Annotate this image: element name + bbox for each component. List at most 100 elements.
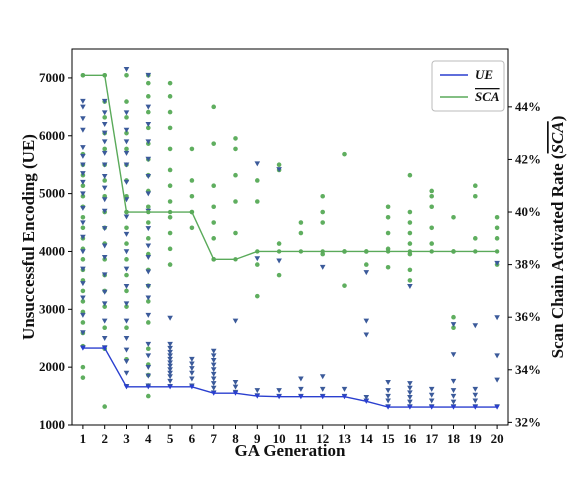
ue-point (145, 269, 152, 275)
y-left-tick-label: 6000 (39, 128, 65, 143)
ue-point (123, 67, 130, 73)
sca-point (211, 220, 216, 225)
ue-point (101, 98, 108, 104)
sca-point (80, 225, 86, 231)
ue-point (189, 376, 195, 382)
y-left-tick-label: 5000 (39, 186, 65, 201)
sca-point (407, 172, 413, 178)
ue-point (167, 345, 173, 351)
sca-line-marker (276, 249, 282, 254)
ue-point (123, 127, 130, 133)
sca-line-marker (342, 249, 347, 254)
sca-point (80, 257, 86, 262)
ue-point (145, 226, 152, 232)
ue-point (232, 318, 239, 324)
ue-line-marker (363, 399, 369, 404)
sca-point (385, 204, 391, 210)
ue-point (385, 398, 391, 404)
ue-points (80, 67, 500, 410)
sca-point (211, 183, 216, 189)
sca-point (211, 204, 216, 210)
ue-point (145, 139, 152, 145)
x-tick-label: 8 (232, 431, 239, 446)
sca-point (342, 283, 347, 288)
ue-point (80, 145, 86, 151)
sca-point (146, 236, 151, 241)
ue-point (276, 258, 282, 264)
x-tick-label: 17 (425, 431, 439, 446)
y-right-tick-label: 36% (515, 309, 541, 324)
sca-point (211, 141, 216, 146)
ue-point (123, 139, 130, 145)
ue-point (145, 364, 152, 370)
sca-point (473, 193, 478, 199)
ue-point (101, 185, 108, 191)
sca-point (167, 183, 173, 189)
ue-line-marker (472, 405, 478, 410)
ue-point (123, 301, 130, 307)
sca-point (80, 375, 86, 380)
ue-point (80, 179, 86, 185)
ue-point (101, 197, 108, 203)
sca-point (385, 264, 391, 270)
sca-point (189, 178, 195, 183)
plot-frame (71, 48, 509, 426)
sca-point (124, 288, 129, 294)
sca-line-marker (429, 249, 434, 254)
ue-point (407, 283, 413, 289)
sca-point (407, 241, 413, 246)
ue-point (145, 174, 152, 180)
ue-point (254, 388, 261, 394)
legend-box (431, 60, 505, 112)
y-axis-right-label: Scan Chain Activated Rate (SCA) (548, 116, 567, 359)
sca-point (254, 178, 260, 183)
sca-point (146, 299, 151, 304)
ue-point (385, 393, 391, 399)
sca-point (233, 199, 238, 204)
ue-point (123, 336, 130, 342)
ue-line (82, 347, 498, 408)
sca-line-marker (167, 209, 173, 215)
ue-point (101, 226, 108, 232)
tick-layer: 1 2 3 4 5 6 7 8 9 10 11 12 13 14 15 16 17 18 19 20100020003… (39, 70, 541, 446)
ue-point (101, 336, 108, 342)
sca-point (167, 262, 173, 267)
ue-point (494, 260, 500, 266)
sca-line-marker (80, 73, 86, 78)
ue-point (101, 289, 108, 295)
sca-point (254, 262, 260, 267)
ue-point (80, 281, 86, 287)
ue-point (80, 205, 86, 211)
sca-point (233, 172, 238, 178)
ue-point (80, 116, 86, 122)
ue-point (189, 370, 195, 376)
x-tick-label: 9 (254, 431, 261, 446)
ue-point (494, 315, 500, 321)
ue-point (407, 385, 413, 391)
ue-point (167, 360, 173, 366)
ue-point (101, 122, 108, 127)
ue-point (167, 341, 173, 347)
x-tick-label: 3 (123, 431, 130, 446)
sca-point (146, 80, 151, 86)
x-tick-label: 2 (101, 431, 108, 446)
x-tick-label: 18 (447, 431, 461, 446)
sca-line-marker (102, 73, 107, 78)
ue-point (210, 362, 217, 368)
x-tick-label: 1 (80, 431, 87, 446)
ue-line-marker (145, 384, 151, 390)
sca-point (211, 236, 216, 241)
ue-point (167, 367, 173, 373)
ue-point (145, 295, 152, 301)
sca-point (298, 220, 304, 225)
sca-point (102, 325, 107, 331)
ue-point (363, 395, 370, 401)
sca-point (473, 183, 478, 189)
x-tick-label: 12 (316, 431, 329, 446)
sca-point (146, 204, 151, 210)
ue-point (123, 110, 130, 116)
ue-point (123, 283, 130, 289)
ue-point (145, 122, 152, 127)
x-tick-label: 4 (145, 431, 152, 446)
ue-line-marker (211, 391, 217, 396)
